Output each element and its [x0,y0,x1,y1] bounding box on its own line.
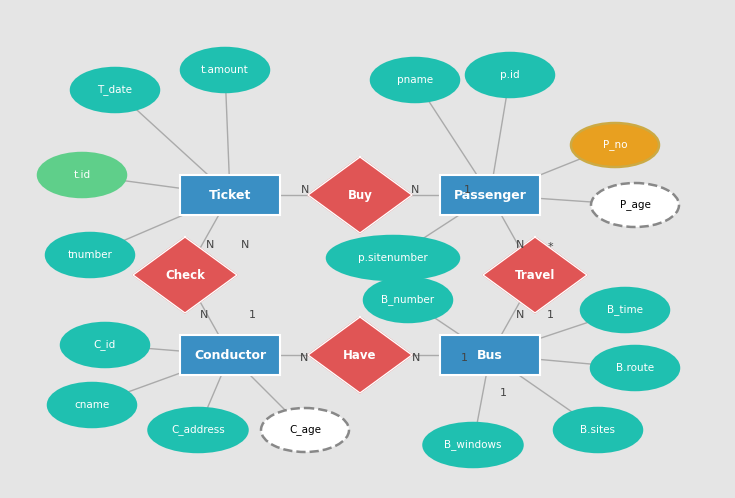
Text: 1: 1 [248,310,256,320]
Text: cname: cname [74,400,110,410]
Text: N: N [241,240,249,250]
Text: N: N [301,185,309,195]
Text: P_age: P_age [620,200,650,211]
Ellipse shape [581,288,669,332]
Text: 1: 1 [500,388,506,398]
Text: tnumber: tnumber [68,250,112,260]
Text: N: N [516,310,524,320]
Text: N: N [200,310,208,320]
Text: B.sites: B.sites [581,425,615,435]
Ellipse shape [61,323,149,367]
Ellipse shape [46,233,134,277]
Text: p.sitenumber: p.sitenumber [358,253,428,263]
Ellipse shape [48,383,136,427]
Text: p.id: p.id [501,70,520,80]
Ellipse shape [261,408,349,452]
Ellipse shape [327,236,459,280]
Ellipse shape [571,123,659,167]
Text: B_windows: B_windows [444,440,502,451]
Ellipse shape [71,68,159,112]
Polygon shape [308,317,412,393]
Text: Travel: Travel [514,268,555,281]
Text: B.route: B.route [616,363,654,373]
Text: Conductor: Conductor [194,349,266,362]
Text: 1: 1 [464,185,470,195]
Text: T_date: T_date [98,85,132,96]
Polygon shape [133,237,237,313]
Text: 1: 1 [461,353,467,363]
Polygon shape [483,237,587,313]
Text: Have: Have [343,349,377,362]
Polygon shape [308,157,412,233]
Text: t.amount: t.amount [201,65,249,75]
Text: N: N [516,240,524,250]
Ellipse shape [148,408,248,452]
Text: P_no: P_no [603,139,627,150]
Text: C_age: C_age [289,425,321,435]
Ellipse shape [554,408,642,452]
Text: B_number: B_number [381,294,434,305]
FancyBboxPatch shape [180,335,280,375]
Text: 1: 1 [547,310,553,320]
Ellipse shape [423,423,523,467]
Ellipse shape [38,153,126,197]
Text: C_address: C_address [171,425,225,435]
Text: N: N [300,353,308,363]
Text: Passenger: Passenger [453,189,526,202]
Text: B_time: B_time [607,305,643,315]
Text: Check: Check [165,268,205,281]
Text: N: N [206,240,214,250]
Text: Ticket: Ticket [209,189,251,202]
Ellipse shape [466,53,554,97]
Text: N: N [411,185,419,195]
Text: *: * [547,242,553,252]
FancyBboxPatch shape [440,335,540,375]
FancyBboxPatch shape [440,175,540,215]
Ellipse shape [591,183,679,227]
Ellipse shape [591,346,679,390]
Text: N: N [412,353,420,363]
FancyBboxPatch shape [180,175,280,215]
Text: C_id: C_id [94,340,116,351]
Text: Bus: Bus [477,349,503,362]
Ellipse shape [371,58,459,102]
Text: Buy: Buy [348,189,373,202]
Ellipse shape [181,48,269,92]
Ellipse shape [364,278,452,322]
Text: pname: pname [397,75,433,85]
Text: t.id: t.id [74,170,90,180]
